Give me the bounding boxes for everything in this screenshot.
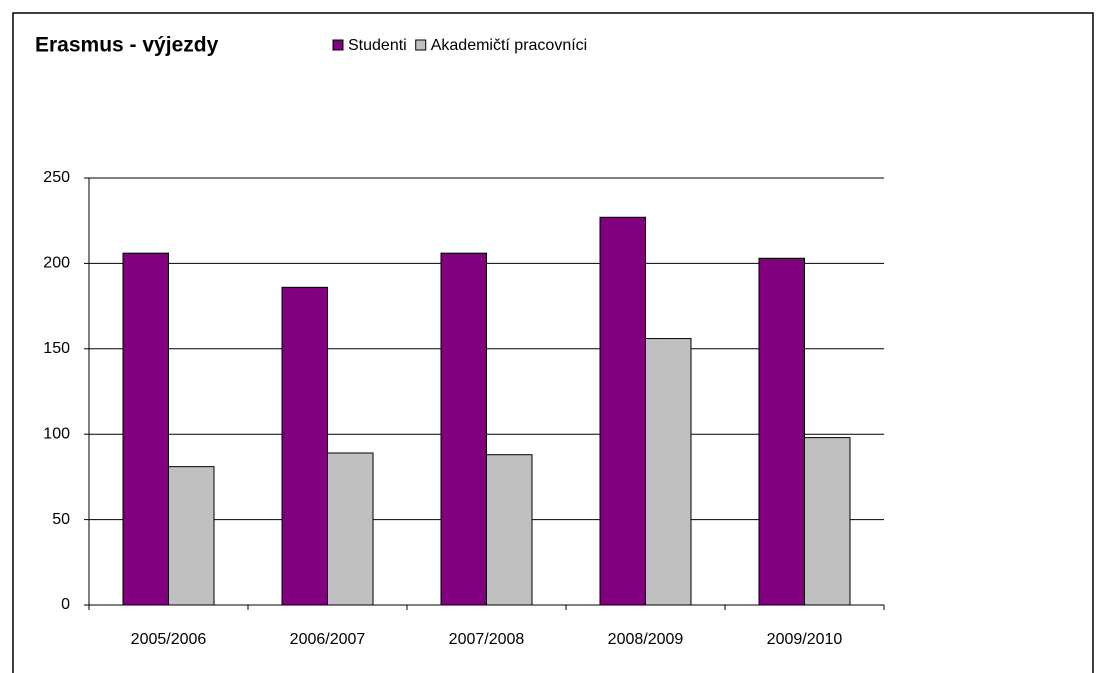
legend-swatch: [332, 39, 344, 51]
chart-title: Erasmus - výjezdy: [35, 34, 219, 57]
x-tick-label: 2006/2007: [290, 631, 366, 648]
y-tick-label: 250: [43, 169, 70, 186]
y-tick-label: 200: [43, 255, 70, 272]
bar: [645, 338, 692, 606]
bar: [281, 286, 328, 606]
x-tick-label: 2009/2010: [767, 631, 843, 648]
legend-swatch: [415, 39, 427, 51]
y-tick-label: 150: [43, 340, 70, 357]
bar: [327, 452, 374, 606]
x-tick-label: 2007/2008: [449, 631, 525, 648]
bar: [758, 257, 805, 606]
bar: [440, 252, 487, 606]
y-tick-label: 50: [52, 511, 70, 528]
bar: [486, 454, 533, 606]
bar: [599, 216, 646, 606]
y-tick-label: 100: [43, 425, 70, 442]
legend-label: Studenti: [348, 37, 407, 54]
x-tick-label: 2005/2006: [131, 631, 207, 648]
x-tick-label: 2008/2009: [608, 631, 684, 648]
bar: [122, 252, 169, 606]
chart-frame: [12, 12, 1094, 673]
bar: [168, 466, 215, 606]
y-tick-label: 0: [61, 596, 70, 613]
legend-label: Akademičtí pracovníci: [431, 37, 588, 54]
bar: [804, 437, 851, 606]
